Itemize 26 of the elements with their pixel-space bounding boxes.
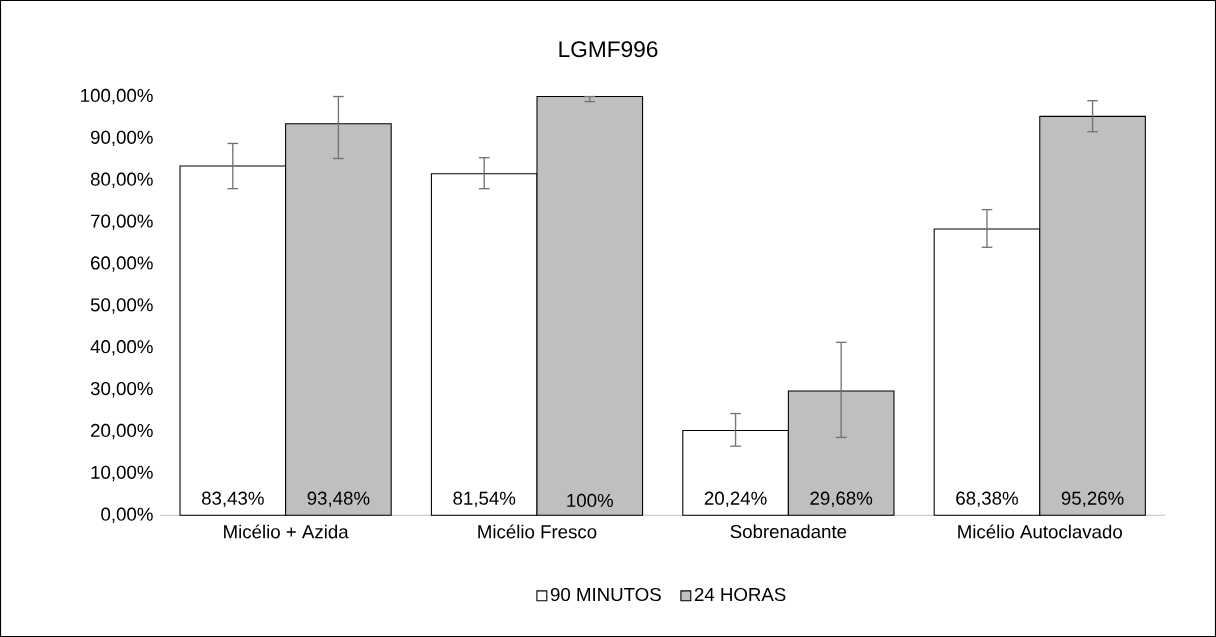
y-tick-label: 10,00% [91,465,153,482]
legend-label: 24 HORAS [694,587,786,602]
data-label: 93,48% [307,491,370,507]
y-tick-label: 50,00% [90,298,153,314]
y-tick-label: 0,00% [101,507,153,523]
data-label: 81,54% [453,491,516,507]
y-tick-label: 70,00% [91,214,153,230]
legend-label: 90 MINUTOS [550,587,661,602]
chart-title: LGMF996 [559,41,658,58]
data-label: 68,38% [956,491,1018,507]
x-tick-label: Micélio Autoclavado [958,524,1122,539]
data-label: 100% [567,493,613,507]
data-label: 29,68% [810,491,873,507]
y-tick-label: 60,00% [91,256,153,272]
y-tick-label: 90,00% [90,130,153,147]
x-tick-label: Sobrenadante [730,524,847,539]
y-tick-label: 40,00% [90,339,153,356]
data-label: 20,24% [704,491,767,507]
y-tick-label: 100,00% [81,88,153,105]
y-tick-label: 30,00% [90,381,153,398]
data-label: 95,26% [1061,491,1124,507]
data-label: 83,43% [201,491,264,507]
y-tick-label: 80,00% [90,172,153,188]
x-tick-label: Micélio Fresco [478,524,597,539]
y-tick-label: 20,00% [91,423,153,440]
x-tick-label: Micélio + Azida [224,524,349,539]
